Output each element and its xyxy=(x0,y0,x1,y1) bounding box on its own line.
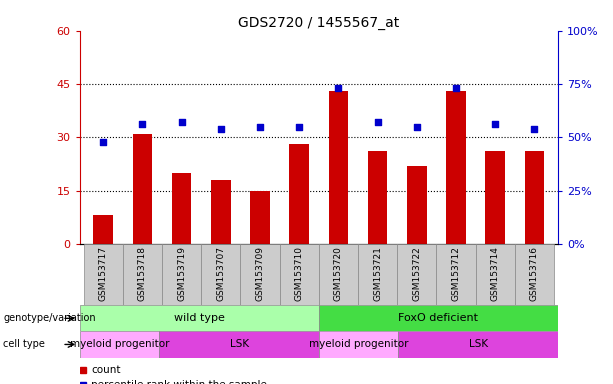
Bar xyxy=(407,166,427,244)
Bar xyxy=(211,180,230,244)
Bar xyxy=(397,244,436,305)
Bar xyxy=(525,152,544,244)
Bar xyxy=(159,331,319,358)
Bar xyxy=(446,91,466,244)
Bar xyxy=(80,305,319,331)
Text: count: count xyxy=(91,365,121,375)
Point xyxy=(412,124,422,130)
Bar xyxy=(240,244,280,305)
Point xyxy=(177,119,186,126)
Bar xyxy=(280,244,319,305)
Bar xyxy=(93,215,113,244)
Text: genotype/variation: genotype/variation xyxy=(3,313,96,323)
Bar xyxy=(123,244,162,305)
Text: myeloid progenitor: myeloid progenitor xyxy=(70,339,169,349)
Bar xyxy=(368,152,387,244)
Point xyxy=(490,121,500,127)
Text: GSM153720: GSM153720 xyxy=(334,246,343,301)
Text: LSK: LSK xyxy=(468,339,488,349)
Text: GSM153719: GSM153719 xyxy=(177,246,186,301)
Bar xyxy=(329,91,348,244)
Text: myeloid progenitor: myeloid progenitor xyxy=(309,339,408,349)
Text: cell type: cell type xyxy=(3,339,45,349)
Title: GDS2720 / 1455567_at: GDS2720 / 1455567_at xyxy=(238,16,400,30)
Bar xyxy=(319,244,358,305)
Text: GSM153707: GSM153707 xyxy=(216,246,226,301)
Bar xyxy=(319,331,398,358)
Text: GSM153712: GSM153712 xyxy=(451,246,460,301)
Bar xyxy=(250,190,270,244)
Point xyxy=(98,139,108,145)
Text: GSM153709: GSM153709 xyxy=(256,246,264,301)
Point xyxy=(530,126,539,132)
Bar xyxy=(83,244,123,305)
Text: GSM153722: GSM153722 xyxy=(412,246,421,301)
Bar xyxy=(436,244,476,305)
Text: GSM153718: GSM153718 xyxy=(138,246,147,301)
Bar xyxy=(162,244,201,305)
Bar xyxy=(132,134,152,244)
Bar xyxy=(201,244,240,305)
Text: GSM153721: GSM153721 xyxy=(373,246,382,301)
Point xyxy=(333,85,343,91)
Text: GSM153714: GSM153714 xyxy=(490,246,500,301)
Point xyxy=(137,121,147,127)
Point xyxy=(294,124,304,130)
Bar xyxy=(358,244,397,305)
Bar xyxy=(172,173,191,244)
Text: percentile rank within the sample: percentile rank within the sample xyxy=(91,380,267,384)
Bar xyxy=(398,331,558,358)
Bar xyxy=(289,144,309,244)
Text: FoxO deficient: FoxO deficient xyxy=(398,313,478,323)
Bar xyxy=(319,305,558,331)
Text: wild type: wild type xyxy=(174,313,224,323)
Point xyxy=(216,126,226,132)
Bar xyxy=(485,152,505,244)
Text: LSK: LSK xyxy=(229,339,249,349)
Point xyxy=(255,124,265,130)
Bar xyxy=(80,331,159,358)
Text: GSM153717: GSM153717 xyxy=(99,246,108,301)
Point xyxy=(373,119,383,126)
Text: GSM153716: GSM153716 xyxy=(530,246,539,301)
Point xyxy=(451,85,461,91)
Text: GSM153710: GSM153710 xyxy=(295,246,303,301)
Bar xyxy=(476,244,515,305)
Bar xyxy=(515,244,554,305)
